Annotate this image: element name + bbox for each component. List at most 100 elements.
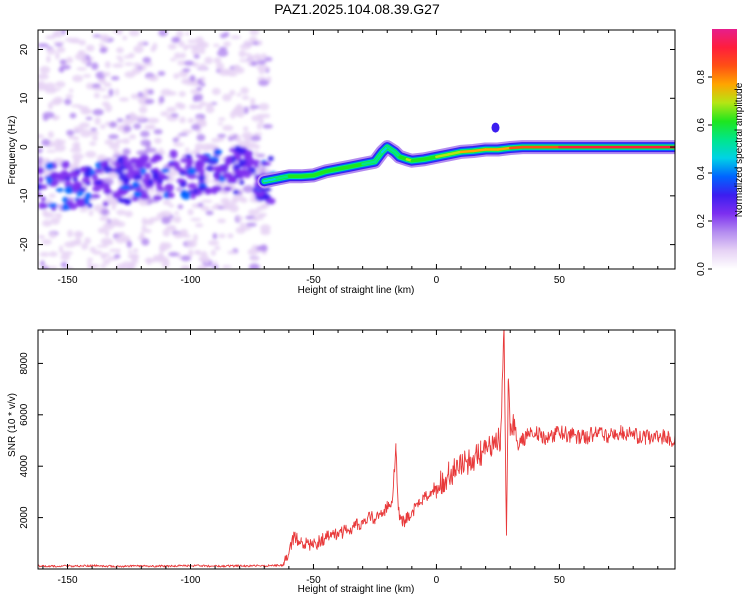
ridge-core [422, 155, 438, 161]
ridge-core [508, 145, 524, 150]
band-speckle [262, 194, 271, 200]
noise-speckle [102, 72, 111, 77]
noise-speckle [45, 88, 57, 94]
noise-speckle [259, 213, 267, 217]
band-speckle [181, 191, 191, 200]
noise-speckle [239, 222, 246, 227]
noise-speckle [174, 37, 180, 42]
snr-series [38, 330, 675, 568]
noise-speckle [55, 51, 60, 60]
noise-speckle [174, 211, 179, 216]
noise-speckle [220, 33, 227, 39]
noise-speckle [214, 245, 221, 251]
noise-speckle [98, 43, 105, 47]
band-speckle [50, 171, 59, 181]
noise-speckle [143, 124, 156, 130]
noise-speckle [145, 62, 153, 67]
noise-speckle [92, 34, 102, 38]
noise-speckle [177, 60, 187, 66]
noise-speckle [233, 106, 245, 113]
noise-speckle [132, 248, 139, 253]
noise-speckle [112, 30, 124, 33]
noise-speckle [72, 136, 80, 141]
colorbar-label: Normalized spectral amplitude [734, 82, 745, 217]
band-speckle [224, 156, 233, 165]
noise-speckle [103, 222, 115, 230]
noise-speckle [176, 187, 182, 192]
noise-speckle [147, 89, 154, 95]
noise-speckle [181, 129, 193, 134]
noise-speckle [116, 118, 124, 123]
band-speckle [203, 187, 214, 193]
noise-speckle [158, 30, 168, 37]
noise-speckle [146, 76, 156, 80]
noise-speckle [99, 124, 106, 130]
noise-speckle [96, 244, 109, 248]
band-speckle [205, 165, 215, 172]
noise-speckle [104, 229, 110, 237]
noise-speckle [245, 222, 257, 227]
noise-speckle [187, 117, 195, 124]
noise-speckle [166, 106, 177, 113]
noise-speckle [123, 118, 135, 125]
noise-speckle [56, 30, 61, 35]
noise-speckle [63, 266, 74, 269]
band-speckle [167, 162, 175, 168]
noise-speckle [87, 257, 94, 262]
band-speckle [56, 173, 67, 181]
noise-speckle [248, 41, 253, 46]
ridge-core [312, 170, 328, 177]
x-tick-label: -50 [306, 275, 321, 286]
x-tick-label: -50 [306, 575, 321, 586]
noise-speckle [53, 96, 63, 105]
noise-speckle [99, 46, 108, 54]
colorbar-tick-label: 0.6 [696, 118, 707, 132]
band-speckle [260, 161, 271, 166]
y-tick-label: 4000 [19, 455, 30, 478]
noise-speckle [205, 102, 214, 108]
noise-speckle [81, 242, 89, 250]
ridge-core [324, 167, 340, 173]
noise-speckle [100, 264, 107, 269]
noise-speckle [161, 261, 170, 269]
noise-speckle [52, 158, 65, 164]
y-tick-label: 10 [19, 92, 30, 104]
x-tick-label: -100 [180, 575, 200, 586]
band-speckle [176, 178, 185, 183]
noise-speckle [160, 111, 169, 117]
noise-speckle [46, 55, 51, 63]
noise-speckle [42, 219, 52, 227]
spectrogram-heatmap [38, 30, 675, 269]
noise-speckle [196, 134, 206, 142]
noise-speckle [42, 111, 55, 119]
snr-frame [37, 329, 676, 570]
band-speckle [199, 154, 208, 161]
band-speckle [62, 196, 69, 204]
colorbar-tick-label: 0.8 [696, 70, 707, 84]
band-speckle [185, 154, 192, 159]
noise-speckle [48, 266, 58, 269]
band-speckle [38, 166, 45, 175]
noise-speckle [133, 123, 142, 130]
noise-speckle [249, 30, 260, 36]
noise-speckle [85, 116, 93, 121]
noise-speckle [180, 52, 186, 59]
y-tick-label: 20 [19, 44, 30, 56]
x-tick-label: -150 [58, 575, 78, 586]
band-speckle [211, 185, 223, 192]
band-speckle [187, 160, 194, 166]
noise-speckle [112, 63, 124, 68]
band-speckle [41, 184, 48, 190]
noise-speckle [216, 62, 225, 70]
noise-speckle [115, 55, 123, 60]
noise-speckle [123, 55, 133, 59]
noise-speckle [213, 57, 222, 64]
noise-speckle [242, 185, 255, 193]
noise-speckle [117, 124, 126, 130]
ridge-core [459, 149, 475, 154]
noise-speckle [248, 263, 260, 269]
band-speckle [47, 202, 58, 208]
spectrogram-y-label: Frequency (Hz) [7, 116, 18, 185]
noise-speckle [178, 91, 186, 97]
band-speckle [79, 166, 87, 173]
